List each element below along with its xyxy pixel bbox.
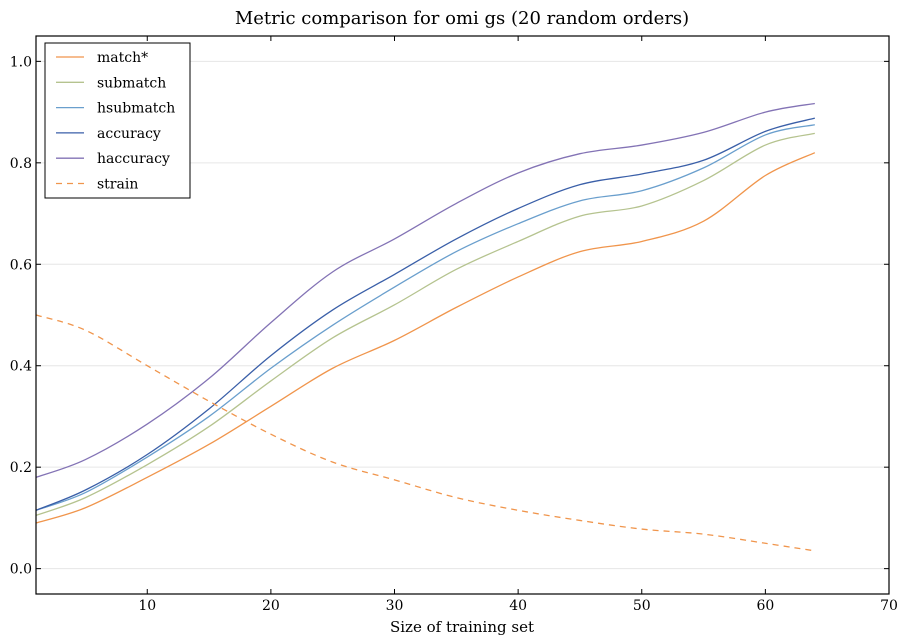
series-line-accuracy bbox=[35, 117, 815, 511]
legend-label: match* bbox=[97, 50, 148, 66]
legend-label: haccuracy bbox=[97, 151, 170, 167]
plot-frame bbox=[35, 35, 890, 595]
y-tick-label: 0.0 bbox=[10, 562, 32, 578]
series-layer bbox=[35, 102, 816, 552]
series-line-hsubmatch bbox=[35, 124, 815, 511]
x-tick-label: 60 bbox=[756, 598, 774, 614]
series-line-submatch bbox=[35, 132, 815, 516]
legend-label: accuracy bbox=[97, 126, 161, 142]
legend: match* submatch hsubmatch accuracy haccuracy… bbox=[44, 42, 191, 199]
series-line-haccuracy bbox=[35, 102, 815, 478]
series-line-match bbox=[35, 152, 816, 524]
x-axis-label: Size of training set bbox=[390, 618, 534, 636]
x-tick-label: 50 bbox=[633, 598, 651, 614]
x-tick-label: 20 bbox=[262, 598, 280, 614]
legend-label: hsubmatch bbox=[97, 101, 175, 117]
x-tick-label: 10 bbox=[138, 598, 156, 614]
legend-label: strain bbox=[97, 177, 138, 193]
x-tick-label: 70 bbox=[880, 598, 898, 614]
y-tick-label: 0.8 bbox=[10, 156, 32, 172]
ticks: 0.0 0.2 0.4 0.6 0.8 1.0 10 20 30 40 50 60 70 bbox=[10, 36, 898, 614]
series-line-strain bbox=[35, 314, 815, 552]
legend-box bbox=[44, 42, 191, 199]
y-tick-label: 0.6 bbox=[10, 257, 32, 273]
y-tick-label: 0.4 bbox=[10, 359, 32, 375]
x-tick-label: 40 bbox=[509, 598, 527, 614]
y-tick-label: 0.2 bbox=[10, 460, 32, 476]
y-tick-label: 1.0 bbox=[10, 54, 32, 70]
x-tick-label: 30 bbox=[386, 598, 404, 614]
legend-label: submatch bbox=[97, 75, 166, 91]
chart-title: Metric comparison for omi gs (20 random … bbox=[235, 8, 689, 29]
